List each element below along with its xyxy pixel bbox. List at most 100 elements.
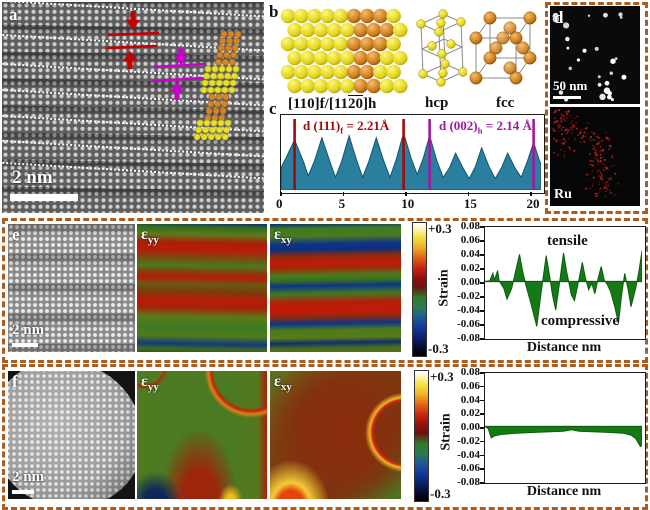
ru-signal-dot [595, 195, 598, 198]
strain-ytick-mark [480, 468, 484, 470]
overlay-atom [231, 72, 238, 80]
overlay-atom [220, 30, 228, 38]
ru-signal-dot [567, 130, 569, 132]
ru-signal-dot [569, 122, 572, 124]
ru-signal-dot [600, 149, 602, 151]
atomic-slab-model [280, 8, 408, 94]
ru-signal-dot [569, 131, 571, 133]
overlay-atom [207, 100, 214, 108]
overlay-atom [222, 79, 230, 87]
panel-e-strain-map-exy: εxy [270, 224, 401, 352]
overlay-atom [226, 37, 233, 45]
ru-signal-dot [555, 142, 557, 144]
ru-signal-dot [566, 131, 569, 134]
ru-signal-dot [594, 157, 596, 160]
ru-signal-dot [599, 171, 602, 174]
overlay-atom [208, 93, 216, 101]
strain-ytick-label: 0.08 [460, 366, 480, 378]
hcp-atom [373, 64, 388, 80]
ru-signal-dot [605, 136, 608, 139]
strain-ytick-mark [480, 254, 484, 256]
ru-signal-dot [605, 184, 607, 186]
ru-signal-dot [577, 134, 579, 136]
panel-f-strain-map-exy: εxy [270, 371, 401, 499]
ru-signal-dot [574, 118, 576, 120]
profile-xtick-mark [280, 192, 282, 196]
ru-signal-dot [553, 130, 555, 132]
ru-signal-dot [574, 138, 576, 140]
panel-d-scale-label: 50 nm [553, 78, 588, 93]
ru-signal-dot [560, 128, 563, 131]
ru-signal-dot [563, 156, 566, 159]
panel-c-label: c [269, 99, 277, 118]
ru-signal-dot [558, 125, 561, 128]
ru-signal-dot [550, 125, 552, 128]
ru-signal-dot [590, 163, 592, 166]
hcp-atom [287, 50, 302, 66]
colorbar-min-label: -0.3 [428, 341, 449, 356]
ru-signal-dot [562, 142, 565, 145]
strain-ytick-mark [480, 338, 484, 340]
overlay-atom [193, 133, 201, 141]
bright-particle-dot [566, 46, 570, 50]
overlay-atom [221, 133, 229, 141]
profile-xtick-label: 5 [338, 196, 346, 211]
ru-signal-dot [599, 146, 602, 148]
hcp-atom [300, 78, 316, 94]
ru-signal-dot [586, 156, 588, 158]
ru-signal-dot [565, 132, 568, 135]
panel-e-scale-label: 2 nm [12, 322, 45, 338]
strain-ytick-label: 0.04 [460, 248, 480, 260]
orientation-post: ]h [363, 96, 377, 112]
ru-signal-dot [605, 191, 607, 193]
strain-ytick-mark [480, 240, 484, 242]
overlay-atom [203, 72, 210, 80]
ru-signal-dot [610, 192, 613, 194]
ru-signal-dot [571, 117, 573, 119]
bright-particle-dot [599, 93, 606, 101]
ru-signal-dot [597, 195, 599, 197]
ru-signal-dot [596, 141, 598, 144]
hcp-atom [392, 22, 408, 38]
orientation-pre: [110]f/[11 [288, 96, 348, 112]
overlay-atom [201, 79, 209, 87]
strain-ytick-label: -0.04 [457, 304, 480, 316]
overlay-atom [214, 133, 222, 141]
overlay-atom [216, 51, 224, 59]
red-spacing-lines [105, 31, 160, 50]
overlay-atom [209, 126, 216, 134]
ru-signal-dot [558, 147, 560, 149]
overlay-atom [203, 119, 211, 127]
bright-particle-dot [552, 12, 559, 20]
ru-signal-dot [596, 145, 598, 147]
ru-signal-dot [558, 109, 561, 112]
ru-signal-dot [600, 154, 602, 156]
profile-xtick-mark [467, 192, 470, 196]
overlay-atom [207, 86, 215, 94]
overlay-atom [232, 65, 240, 73]
ru-signal-dot [594, 149, 597, 152]
ru-signal-dot [598, 174, 600, 177]
overlay-atom [212, 107, 220, 115]
hcp-atom [280, 64, 296, 80]
overlay-atom [215, 93, 223, 101]
ru-signal-dot [552, 112, 554, 114]
strain-ytick-label: 0.04 [460, 393, 480, 406]
ru-signal-dot [610, 178, 613, 180]
overlay-atom [217, 44, 225, 52]
hcp-atom [340, 22, 355, 38]
ru-signal-dot [592, 160, 594, 162]
ru-signal-dot [599, 156, 602, 159]
overlay-atom [211, 65, 219, 73]
hcp-atom [300, 22, 316, 38]
strain-profile-area [485, 250, 642, 327]
ru-signal-dot [571, 132, 574, 135]
compressive-annotation: compressive [541, 313, 620, 329]
hcp-atom [287, 78, 302, 94]
fcc-atom [353, 78, 368, 94]
ru-signal-dot [603, 154, 605, 155]
ru-signal-dot [589, 153, 591, 155]
bright-particle-dot [603, 12, 608, 18]
strain-ytick-mark [480, 268, 484, 270]
overlay-atom [221, 58, 229, 66]
